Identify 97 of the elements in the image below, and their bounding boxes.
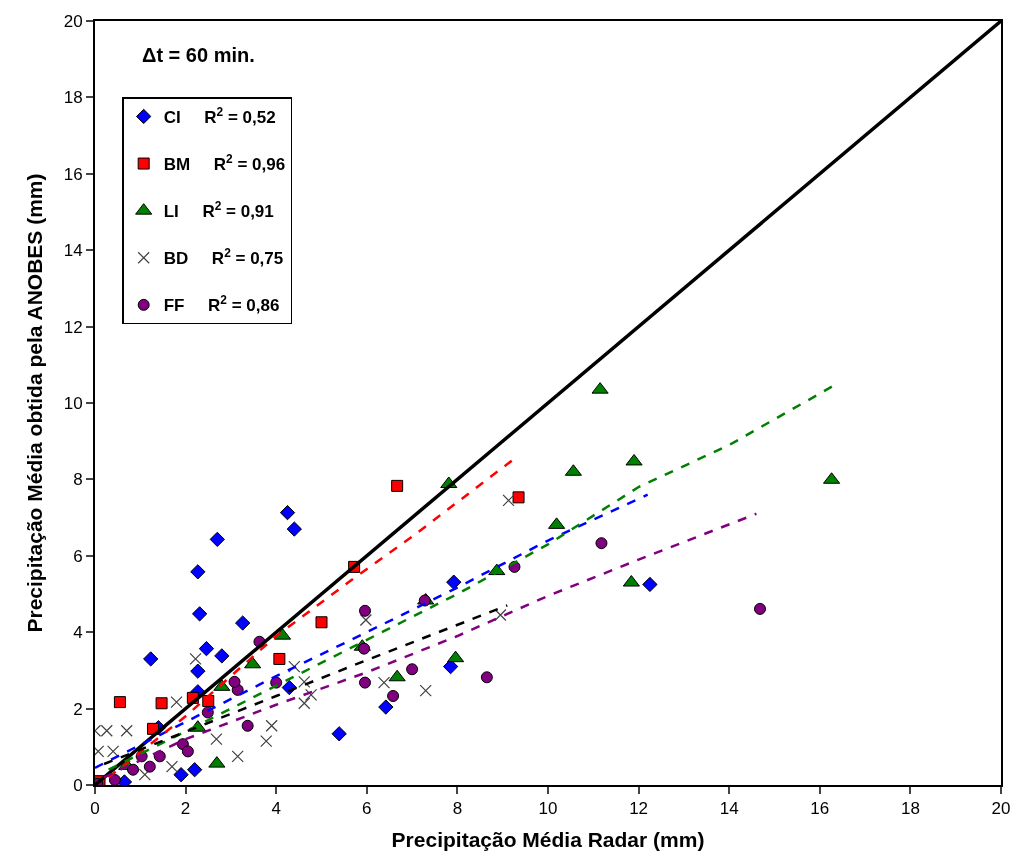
y-tick-label: 0 <box>73 775 83 795</box>
x-tick-label: 16 <box>810 799 830 819</box>
line-series <box>102 604 509 766</box>
point <box>190 564 206 580</box>
x-tick-label: 6 <box>362 799 372 819</box>
y-tick-label: 4 <box>73 623 83 643</box>
point <box>235 615 251 631</box>
point <box>120 724 133 737</box>
point <box>388 669 406 682</box>
point <box>214 648 230 664</box>
annotation: R$^{2}$ = 0,75 <box>211 246 284 269</box>
y-tick-label: 10 <box>63 393 83 413</box>
point <box>244 656 262 669</box>
x-tick-label: 2 <box>180 799 191 819</box>
point <box>298 675 311 688</box>
point <box>419 684 432 697</box>
y-tick-label: 14 <box>63 241 83 261</box>
point <box>359 613 372 627</box>
point <box>754 602 766 615</box>
x-axis-title: Precipitação Média Radar (mm) <box>391 828 705 852</box>
annotation: R$^{2}$ = 0,86 <box>208 293 280 316</box>
point <box>143 651 159 667</box>
point <box>315 616 328 629</box>
point <box>187 762 203 778</box>
point <box>138 768 151 781</box>
point <box>181 745 194 758</box>
point <box>155 697 168 710</box>
point <box>642 576 658 593</box>
point <box>358 604 371 617</box>
x-tick-label: 4 <box>271 799 281 819</box>
point <box>358 676 371 689</box>
point <box>480 671 493 684</box>
x-tick-label: 0 <box>90 799 100 819</box>
point <box>331 726 347 742</box>
y-tick-label: 12 <box>63 317 83 337</box>
point <box>446 574 462 590</box>
point <box>189 652 202 666</box>
legend-label: LI <box>163 202 179 222</box>
point <box>387 689 400 702</box>
point <box>391 479 404 492</box>
point <box>377 676 391 689</box>
point <box>170 696 183 709</box>
point <box>198 640 215 657</box>
x-tick-label: 10 <box>538 799 558 819</box>
x-tick-label: 20 <box>991 799 1011 819</box>
point <box>625 453 643 466</box>
legend-label: BM <box>163 155 191 175</box>
line-series <box>107 384 835 771</box>
point <box>210 733 223 746</box>
point <box>231 750 244 763</box>
point <box>209 531 225 548</box>
point <box>288 660 301 673</box>
point <box>127 763 140 776</box>
y-tick-label: 20 <box>63 11 83 31</box>
point <box>298 697 311 710</box>
point <box>107 745 120 758</box>
point <box>595 537 608 550</box>
y-tick-label: 6 <box>73 546 83 566</box>
point <box>113 696 126 709</box>
point <box>447 650 465 663</box>
annotation: R$^{2}$ = 0,91 <box>202 199 274 222</box>
y-tick-label: 18 <box>63 88 83 108</box>
point <box>191 606 208 622</box>
point <box>358 642 371 655</box>
point <box>378 699 394 715</box>
point <box>512 491 525 504</box>
point <box>241 719 254 732</box>
y-tick-label: 8 <box>73 470 83 490</box>
x-tick-label: 18 <box>900 799 920 819</box>
annotation: Δt = 60 min. <box>142 44 255 66</box>
point <box>406 663 419 676</box>
point <box>108 774 121 785</box>
point <box>228 675 241 688</box>
point <box>502 494 515 507</box>
point <box>279 504 296 521</box>
y-tick-label: 16 <box>63 164 83 184</box>
point <box>494 608 507 622</box>
annotation: R$^{2}$ = 0,52 <box>204 104 276 128</box>
point <box>265 719 278 732</box>
point <box>165 760 179 773</box>
x-tick-label: 14 <box>719 799 739 819</box>
point <box>173 767 189 783</box>
y-axis-title: Precipitação Média obtida pela ANOBES (mm) <box>23 173 47 633</box>
annotation: R$^{2}$ = 0,96 <box>213 152 286 175</box>
point <box>273 652 286 665</box>
point <box>286 521 302 537</box>
x-tick-label: 12 <box>629 799 649 819</box>
x-tick-label: 8 <box>452 799 463 819</box>
point <box>143 760 156 773</box>
point <box>190 663 206 679</box>
legend-label: CI <box>163 108 181 128</box>
y-tick-label: 2 <box>73 699 83 719</box>
point <box>304 688 318 701</box>
legend-label: BD <box>163 249 189 269</box>
point <box>260 734 273 748</box>
line-series <box>95 493 649 770</box>
legend-label: FF <box>163 296 185 316</box>
